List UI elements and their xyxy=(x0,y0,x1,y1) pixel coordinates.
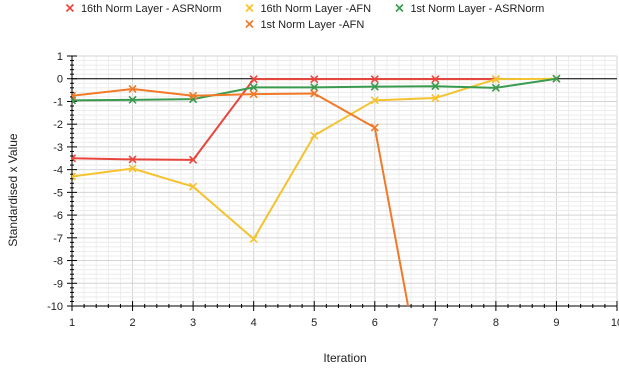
data-point xyxy=(310,83,319,92)
x-axis-title: Iteration xyxy=(323,351,366,365)
data-point xyxy=(370,75,379,84)
data-point xyxy=(310,75,319,84)
data-point xyxy=(310,131,319,140)
data-point xyxy=(491,83,500,92)
data-point xyxy=(189,155,198,164)
data-point xyxy=(249,234,258,244)
x-tick-label: 10 xyxy=(611,317,619,329)
x-tick-label: 7 xyxy=(432,317,438,329)
data-point xyxy=(370,96,379,105)
x-tick-label: 9 xyxy=(553,317,559,329)
y-tick-label: -1 xyxy=(53,96,63,108)
y-tick-label: -9 xyxy=(53,278,63,290)
x-tick-label: 6 xyxy=(372,317,378,329)
y-tick-label: -8 xyxy=(53,256,63,268)
legend-item: 16th Norm Layer - ASRNorm xyxy=(65,3,222,15)
data-point xyxy=(310,89,319,98)
legend-marker xyxy=(395,3,404,13)
y-tick-label: 0 xyxy=(57,74,63,86)
data-point xyxy=(128,164,137,173)
series-line-1 xyxy=(72,78,496,161)
data-point xyxy=(370,82,379,91)
legend-label: 1st Norm Layer - ASRNorm xyxy=(410,3,544,15)
data-point xyxy=(189,95,198,104)
legend-label: 16th Norm Layer - ASRNorm xyxy=(81,3,222,15)
legend-label: 16th Norm Layer -AFN xyxy=(260,3,371,15)
y-tick-label: -7 xyxy=(53,233,63,245)
tick-labels: 10-1-2-3-4-5-6-7-8-9-1012345678910 xyxy=(47,51,619,329)
data-point xyxy=(491,75,500,84)
legend-item: 1st Norm Layer - ASRNorm xyxy=(395,3,544,15)
data-point xyxy=(431,75,440,84)
data-point xyxy=(72,172,77,181)
x-tick-label: 2 xyxy=(129,317,135,329)
y-tick-label: -4 xyxy=(53,165,63,177)
data-point xyxy=(552,74,561,83)
legend: 16th Norm Layer - ASRNorm 16th Norm Layer… xyxy=(65,3,544,31)
data-point xyxy=(249,90,258,99)
data-point xyxy=(189,182,198,191)
data-point xyxy=(128,95,137,104)
legend-item: 1st Norm Layer -AFN xyxy=(245,19,364,31)
data-point xyxy=(431,93,440,103)
x-tick-label: 4 xyxy=(251,317,257,329)
y-tick-label: -10 xyxy=(47,301,63,313)
legend-label: 1st Norm Layer -AFN xyxy=(260,19,364,31)
grid xyxy=(71,55,618,307)
data-point xyxy=(249,75,258,84)
data-point xyxy=(189,91,198,100)
data-point xyxy=(431,82,440,91)
y-tick-label: -6 xyxy=(53,210,63,222)
legend-item: 16th Norm Layer -AFN xyxy=(245,3,371,15)
data-point xyxy=(128,155,137,164)
y-axis-title: Standardised x Value xyxy=(6,133,20,247)
data-point xyxy=(72,91,77,100)
y-tick-label: -3 xyxy=(53,142,63,154)
legend-marker xyxy=(245,19,254,29)
data-point xyxy=(249,83,258,92)
x-tick-label: 8 xyxy=(493,317,499,329)
legend-marker xyxy=(65,3,75,13)
x-tick-label: 3 xyxy=(190,317,196,329)
data-point xyxy=(72,154,77,163)
series-layer xyxy=(72,74,561,306)
x-tick-label: 1 xyxy=(69,317,75,329)
data-point xyxy=(128,84,137,94)
data-point xyxy=(370,123,379,132)
legend-marker xyxy=(245,3,254,13)
y-tick-label: 1 xyxy=(57,51,63,63)
series-line-4 xyxy=(72,87,410,306)
y-tick-label: -5 xyxy=(53,187,63,199)
y-tick-label: -2 xyxy=(53,119,63,131)
x-tick-label: 5 xyxy=(311,317,317,329)
